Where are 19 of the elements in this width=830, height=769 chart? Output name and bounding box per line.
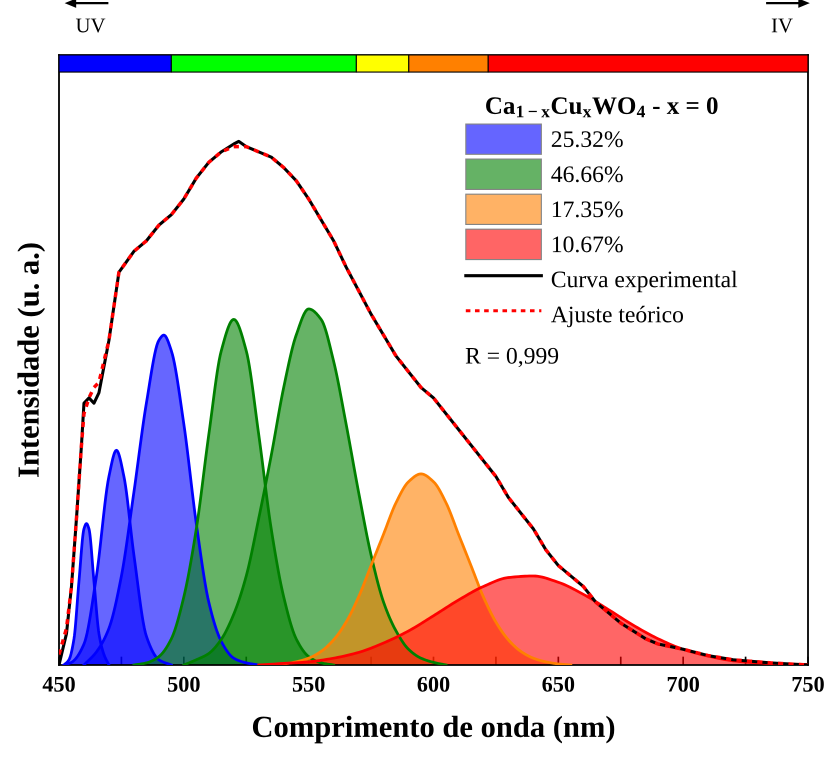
legend-label: 10.67% xyxy=(552,236,623,252)
annotation: R = 0,999 xyxy=(466,348,558,368)
x-tick-label: 750 xyxy=(792,676,824,692)
y-axis-title: Intensidade (u. a.) xyxy=(17,243,46,477)
legend-label: 25.32% xyxy=(552,131,623,148)
x-tick-label: 600 xyxy=(418,676,450,692)
legend-title: Ca$_{1−x}$Cu$_{x}$WO$_{4}$ - x = 0 xyxy=(486,97,718,118)
x-tick-label: 450 xyxy=(42,676,75,692)
text: UV xyxy=(76,18,106,33)
x-tick-label: 500 xyxy=(168,676,200,692)
x-tick-label: 650 xyxy=(542,676,574,692)
x-axis-title: Comprimento de onda (nm) xyxy=(252,716,614,744)
x-tick-label: 700 xyxy=(668,676,699,692)
legend-label: Curva experimental xyxy=(552,270,738,292)
legend-label: 46.66% xyxy=(551,166,623,182)
x-tick-label: 550 xyxy=(292,676,324,692)
legend-label: 17.35% xyxy=(552,201,623,218)
text: IV xyxy=(772,18,793,33)
legend-label: Ajuste teórico xyxy=(551,306,684,328)
